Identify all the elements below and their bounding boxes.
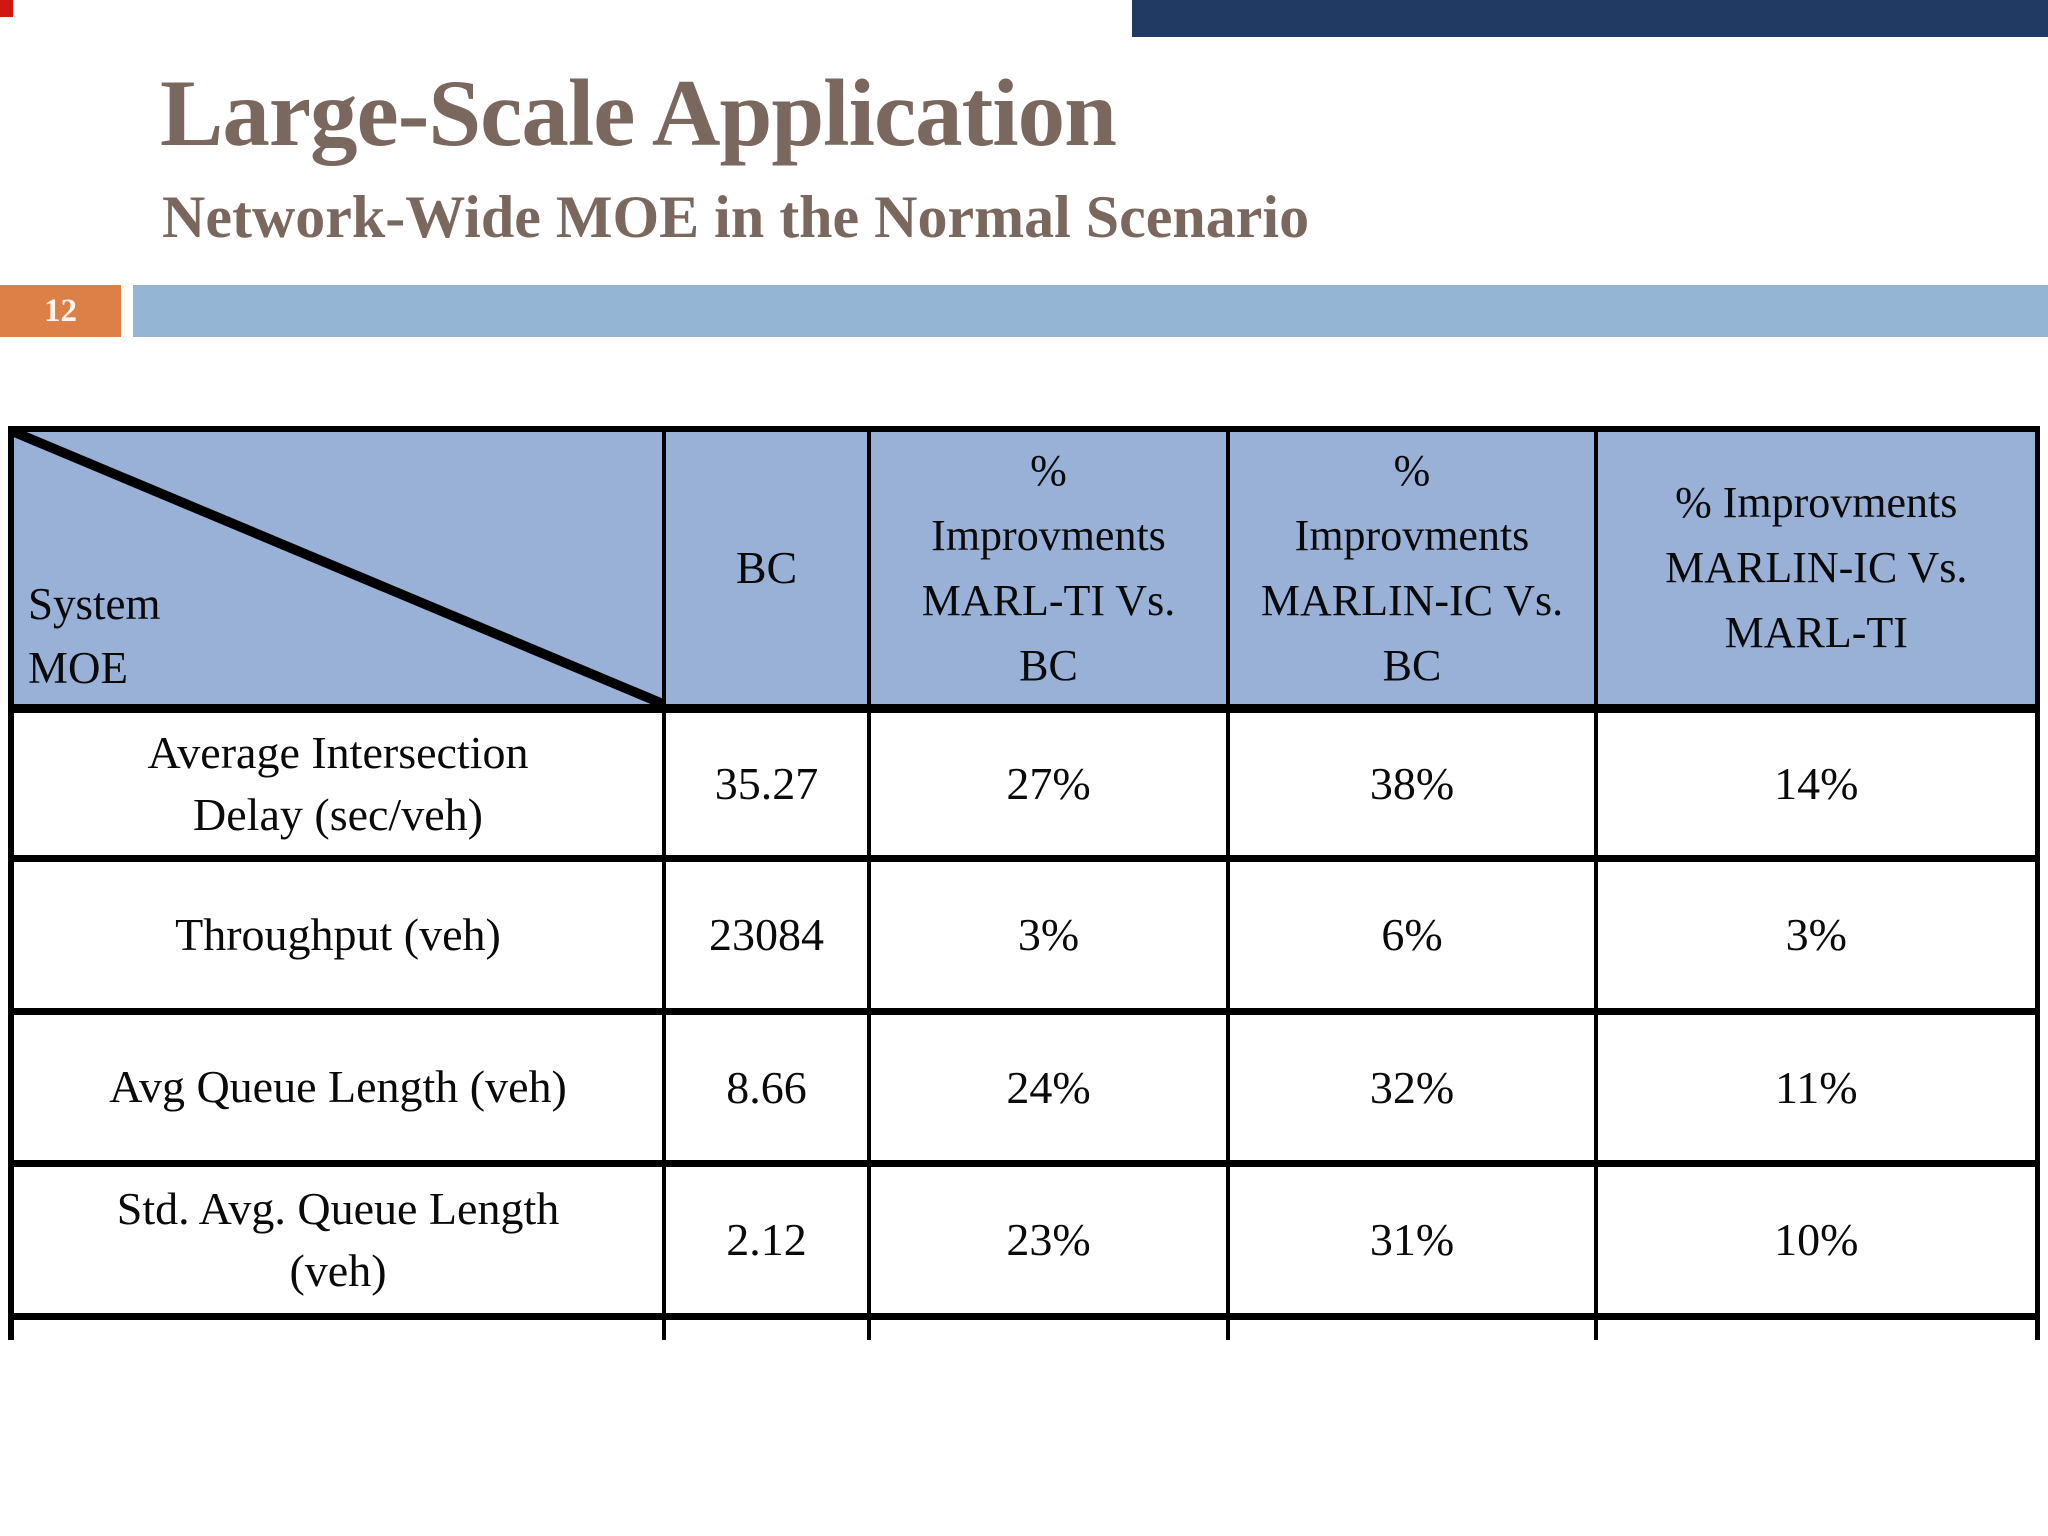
cell-value: 38%	[1226, 704, 1598, 862]
moe-table: System MOE BC % Improvments MARL-TI Vs. …	[8, 426, 2040, 1340]
cell-value: 6%	[1226, 854, 1598, 1015]
column-header-marlinic-vs-bc: % Improvments MARLIN-IC Vs. BC	[1226, 426, 1598, 713]
page-number-badge: 12	[0, 285, 121, 337]
table-row: Throughput (veh) 23084 3% 6% 3%	[8, 854, 2040, 1015]
column-header-bc: BC	[662, 426, 871, 713]
table-row: Std. Avg. Queue Length (veh) 2.12 23% 31…	[8, 1159, 2040, 1320]
cell-value	[1226, 1312, 1598, 1340]
cell-value	[867, 1312, 1230, 1340]
cell-value: 23084	[662, 854, 871, 1015]
row-label-std-avg-queue-length: Std. Avg. Queue Length (veh)	[8, 1159, 666, 1320]
column-header-marlti-vs-bc: % Improvments MARL-TI Vs. BC	[867, 426, 1230, 713]
cell-value	[662, 1312, 871, 1340]
slide-title: Large-Scale Application	[160, 60, 1117, 166]
row-label-clipped	[8, 1312, 666, 1340]
row-label-avg-queue-length: Avg Queue Length (veh)	[8, 1007, 666, 1167]
moe-table-container: System MOE BC % Improvments MARL-TI Vs. …	[8, 426, 2042, 1340]
red-corner-mark	[0, 0, 13, 17]
cell-value: 31%	[1226, 1159, 1598, 1320]
top-right-accent-bar	[1132, 0, 2048, 37]
slide-subtitle: Network-Wide MOE in the Normal Scenario	[162, 184, 1310, 250]
row-label-throughput: Throughput (veh)	[8, 854, 666, 1015]
cell-value: 24%	[867, 1007, 1230, 1167]
cell-value: 10%	[1594, 1159, 2040, 1320]
diagonal-divider-line	[17, 435, 660, 699]
corner-header-label: System MOE	[28, 578, 161, 693]
cell-value: 32%	[1226, 1007, 1598, 1167]
cell-value: 11%	[1594, 1007, 2040, 1167]
cell-value: 14%	[1594, 704, 2040, 862]
table-row: Avg Queue Length (veh) 8.66 24% 32% 11%	[8, 1007, 2040, 1167]
table-header-row: System MOE BC % Improvments MARL-TI Vs. …	[8, 426, 2040, 713]
corner-header-cell: System MOE	[8, 426, 666, 713]
cell-value: 8.66	[662, 1007, 871, 1167]
cell-value: 3%	[867, 854, 1230, 1015]
cell-value: 23%	[867, 1159, 1230, 1320]
table-row: Average Intersection Delay (sec/veh) 35.…	[8, 704, 2040, 862]
cell-value: 3%	[1594, 854, 2040, 1015]
cell-value: 27%	[867, 704, 1230, 862]
table-row-clipped	[8, 1312, 2040, 1340]
cell-value: 2.12	[662, 1159, 871, 1320]
column-header-marlinic-vs-marlti: % Improvments MARLIN-IC Vs. MARL-TI	[1594, 426, 2040, 713]
cell-value: 35.27	[662, 704, 871, 862]
accent-band	[133, 285, 2048, 337]
cell-value	[1594, 1312, 2040, 1340]
row-label-avg-intersection-delay: Average Intersection Delay (sec/veh)	[8, 704, 666, 862]
